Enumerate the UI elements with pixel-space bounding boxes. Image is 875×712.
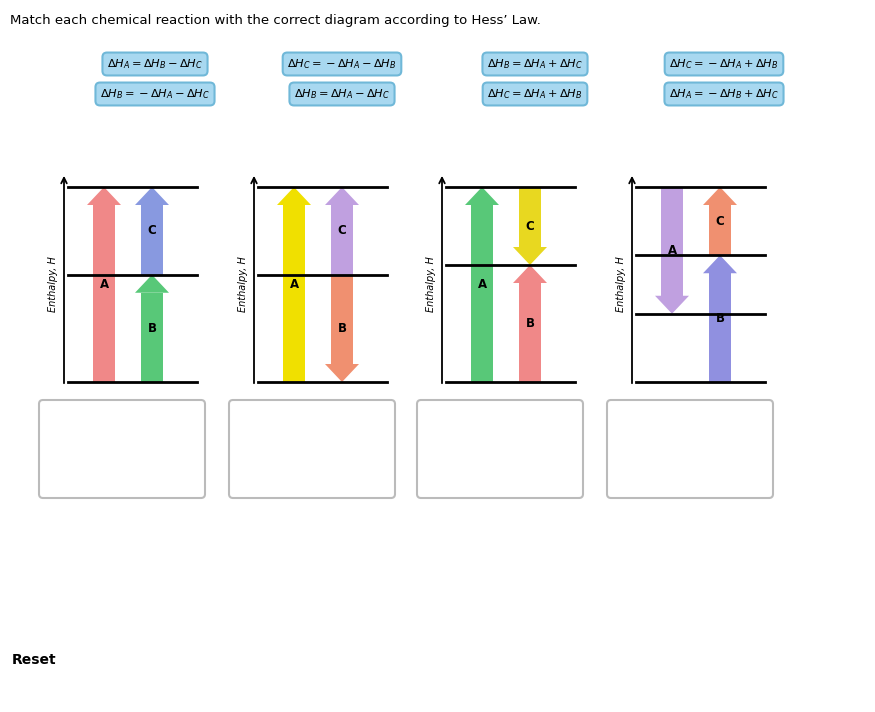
Text: B: B — [148, 322, 157, 335]
Bar — [141, 205, 163, 275]
Text: B: B — [526, 317, 535, 330]
Polygon shape — [465, 187, 499, 205]
Text: A: A — [100, 278, 108, 291]
Text: C: C — [338, 224, 346, 237]
FancyBboxPatch shape — [417, 400, 583, 498]
Text: Enthalpy, H: Enthalpy, H — [238, 256, 248, 313]
Text: C: C — [148, 224, 157, 237]
Bar — [519, 187, 541, 247]
Polygon shape — [655, 295, 689, 314]
Bar — [331, 275, 353, 364]
Text: Reset: Reset — [12, 653, 57, 667]
Text: A: A — [478, 278, 487, 291]
Bar — [331, 205, 353, 275]
FancyBboxPatch shape — [39, 400, 205, 498]
Text: C: C — [526, 219, 535, 233]
Text: B: B — [716, 312, 724, 325]
Text: $\Delta H_C = -\Delta H_A - \Delta H_B$: $\Delta H_C = -\Delta H_A - \Delta H_B$ — [287, 57, 396, 71]
Text: $\Delta H_A = \Delta H_B - \Delta H_C$: $\Delta H_A = \Delta H_B - \Delta H_C$ — [107, 57, 203, 71]
Bar — [519, 283, 541, 382]
Bar — [141, 293, 163, 382]
FancyBboxPatch shape — [229, 400, 395, 498]
Bar — [661, 187, 683, 295]
Bar — [709, 273, 731, 382]
Bar — [93, 205, 115, 382]
Polygon shape — [277, 187, 311, 205]
Polygon shape — [513, 247, 547, 265]
Polygon shape — [325, 364, 359, 382]
Text: B: B — [338, 322, 346, 335]
Text: Enthalpy, H: Enthalpy, H — [616, 256, 626, 313]
Bar — [709, 205, 731, 255]
FancyBboxPatch shape — [607, 400, 773, 498]
Text: $\Delta H_A = -\Delta H_B + \Delta H_C$: $\Delta H_A = -\Delta H_B + \Delta H_C$ — [669, 87, 779, 101]
Polygon shape — [87, 187, 121, 205]
Text: $\Delta H_C = \Delta H_A + \Delta H_B$: $\Delta H_C = \Delta H_A + \Delta H_B$ — [487, 87, 583, 101]
Polygon shape — [135, 275, 169, 293]
Text: Enthalpy, H: Enthalpy, H — [48, 256, 58, 313]
Text: Enthalpy, H: Enthalpy, H — [426, 256, 436, 313]
Text: A: A — [668, 244, 676, 257]
Polygon shape — [703, 187, 737, 205]
Polygon shape — [513, 265, 547, 283]
Text: A: A — [290, 278, 298, 291]
Bar — [283, 205, 305, 382]
Text: $\Delta H_B = \Delta H_A - \Delta H_C$: $\Delta H_B = \Delta H_A - \Delta H_C$ — [294, 87, 390, 101]
Text: $\Delta H_C = -\Delta H_A + \Delta H_B$: $\Delta H_C = -\Delta H_A + \Delta H_B$ — [669, 57, 779, 71]
Text: $\Delta H_B = \Delta H_A + \Delta H_C$: $\Delta H_B = \Delta H_A + \Delta H_C$ — [487, 57, 583, 71]
Text: $\Delta H_B = -\Delta H_A - \Delta H_C$: $\Delta H_B = -\Delta H_A - \Delta H_C$ — [100, 87, 210, 101]
Text: C: C — [716, 214, 724, 228]
Polygon shape — [135, 187, 169, 205]
Polygon shape — [325, 187, 359, 205]
Bar — [471, 205, 493, 382]
Text: Match each chemical reaction with the correct diagram according to Hess’ Law.: Match each chemical reaction with the co… — [10, 14, 541, 27]
Polygon shape — [703, 255, 737, 273]
